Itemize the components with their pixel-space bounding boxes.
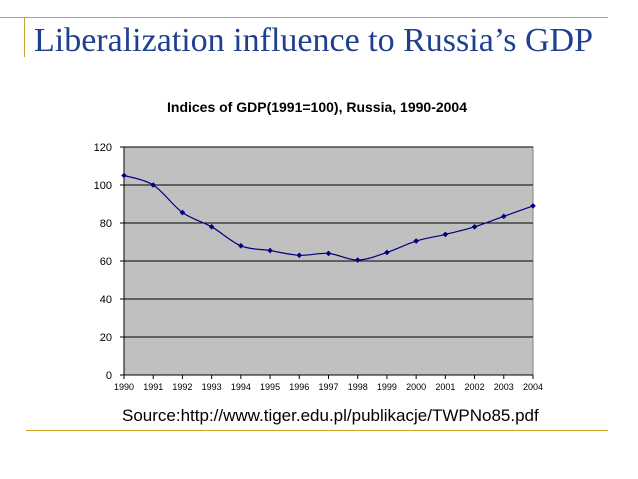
data-point: [121, 172, 127, 179]
data-point: [500, 213, 507, 220]
x-axis: 1990 1991 1992 1993 1994 1995 1996 1997 1998 1999…: [114, 374, 543, 392]
grid-lines: [124, 146, 533, 338]
bottom-rule: [26, 430, 608, 431]
series-layer: [121, 172, 536, 263]
data-point: [413, 238, 419, 244]
x-tick-label: 1991: [143, 382, 163, 392]
y-tick-label: 20: [100, 332, 112, 344]
x-tick-label: 1994: [231, 382, 251, 392]
data-point: [442, 231, 449, 238]
x-tick-label: 2001: [435, 382, 455, 392]
top-rule: [0, 17, 608, 18]
y-tick-label: 120: [94, 142, 112, 154]
data-point: [296, 252, 303, 259]
data-point: [384, 249, 390, 256]
x-tick-label: 2000: [406, 382, 426, 392]
data-point: [325, 250, 332, 257]
data-point: [530, 203, 536, 209]
y-axis: 0 20 40 60 80 100 120: [94, 142, 125, 382]
chart-container: Indices of GDP(1991=100), Russia, 1990-2…: [0, 80, 638, 410]
x-tick-label: 1999: [377, 382, 397, 392]
x-tick-label: 1996: [289, 382, 309, 392]
source-note: Source:http://www.tiger.edu.pl/publikacj…: [122, 406, 539, 425]
y-tick-label: 100: [94, 180, 112, 192]
x-tick-label: 1995: [260, 382, 280, 392]
y-tick-label: 60: [100, 256, 112, 268]
x-tick-label: 1990: [114, 382, 134, 392]
x-tick-label: 1993: [202, 382, 222, 392]
data-point: [354, 257, 361, 263]
data-point: [238, 243, 244, 249]
x-tick-label: 2003: [494, 382, 514, 392]
chart-title: Indices of GDP(1991=100), Russia, 1990-2…: [167, 99, 467, 115]
y-tick-label: 40: [100, 294, 112, 306]
y-tick-label: 0: [106, 370, 112, 382]
data-point: [150, 182, 157, 188]
x-tick-label: 2002: [465, 382, 485, 392]
slide-title: Liberalization influence to Russia’s GDP: [34, 22, 593, 59]
gdp-line-chart: Indices of GDP(1991=100), Russia, 1990-2…: [94, 99, 543, 392]
x-tick-label: 1998: [348, 382, 368, 392]
x-tick-label: 1992: [172, 382, 192, 392]
data-point: [179, 209, 186, 216]
y-tick-label: 80: [100, 218, 112, 230]
data-point: [208, 224, 215, 230]
data-point: [267, 247, 273, 254]
data-point: [471, 224, 478, 230]
x-tick-label: 2004: [523, 382, 543, 392]
side-rule: [24, 17, 25, 57]
x-tick-label: 1997: [318, 382, 338, 392]
